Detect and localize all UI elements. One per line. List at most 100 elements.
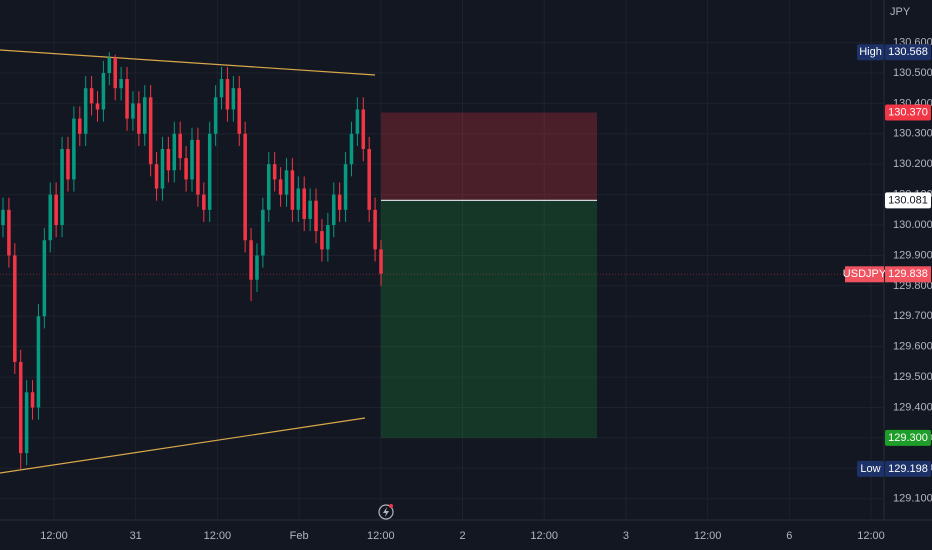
candle-body	[166, 149, 171, 171]
candle-body	[54, 194, 58, 226]
candle-body	[278, 179, 283, 195]
candle-body	[337, 194, 342, 210]
candle-body	[361, 109, 366, 150]
icon-bolt[interactable]	[383, 507, 389, 517]
currency-label: JPY	[890, 6, 911, 18]
replay-icon[interactable]	[378, 504, 394, 520]
y-tick-label: 129.700	[893, 310, 932, 322]
y-tick-label: 129.100	[893, 493, 932, 505]
high-marker-name: High	[859, 46, 882, 58]
candle-body	[48, 194, 53, 241]
y-tick-label: 130.000	[893, 219, 932, 231]
x-tick-label: 12:00	[40, 530, 68, 542]
candle-body	[83, 88, 88, 134]
icon-dot[interactable]	[389, 504, 393, 508]
candle-body	[196, 139, 200, 195]
y-tick-label: 129.600	[893, 341, 932, 353]
target-badge-bg	[885, 429, 931, 446]
candle-body	[137, 103, 141, 134]
high-marker-label: 130.568	[888, 46, 928, 58]
candle-body	[225, 79, 230, 110]
candle-body	[89, 88, 94, 104]
x-tick-label: 12:00	[857, 530, 885, 542]
candle-body	[190, 139, 194, 180]
candle-body	[308, 200, 312, 219]
stop-badge-bg	[885, 104, 931, 121]
x-tick-label: 2	[459, 530, 465, 542]
candle-body	[326, 225, 330, 250]
low-marker-name: Low	[860, 463, 880, 475]
x-tick-label: 3	[623, 530, 629, 542]
candle-body	[148, 97, 153, 165]
candle-body	[172, 133, 177, 171]
candle-body	[42, 240, 47, 317]
y-tick-label: 129.800	[893, 280, 932, 292]
time-axis: 12:00 31 12:00 Feb 12:00 2 12:00 3 12:00 6 12:00	[40, 530, 885, 542]
low-marker-name-bg	[857, 460, 884, 477]
candle-body	[290, 170, 295, 210]
y-tick-label: 130.200	[893, 158, 932, 170]
candle-body	[125, 79, 129, 119]
x-tick-label: Feb	[290, 530, 309, 542]
candle-body	[284, 170, 289, 195]
y-tick-label: 130.500	[893, 67, 932, 79]
candle-body	[255, 255, 259, 280]
candle-body	[160, 149, 165, 189]
candle-body	[95, 103, 100, 110]
candle-body	[373, 209, 377, 250]
price-axis: 129.100129.200129.300129.400129.500129.6…	[843, 36, 932, 504]
candle-body	[379, 249, 383, 274]
trend-line-lower	[0, 417, 366, 474]
candle-body	[367, 149, 371, 210]
low-marker-bg	[885, 460, 931, 477]
candle-body	[249, 240, 253, 280]
candle-body	[7, 209, 11, 256]
x-tick-label: 31	[130, 530, 142, 542]
candle-body	[272, 164, 277, 180]
candle-body	[66, 149, 70, 180]
x-tick-label: 12:00	[204, 530, 232, 542]
candle-body	[30, 392, 35, 408]
candle-body	[202, 194, 206, 210]
y-tick-label: 130.300	[893, 128, 932, 140]
entry-badge-bg	[885, 192, 931, 209]
symbol-name-bg	[845, 266, 884, 283]
candle-body	[267, 164, 271, 210]
entry-badge-label: 130.081	[888, 194, 928, 206]
icon-circle[interactable]	[378, 504, 394, 520]
y-tick-label: 129.900	[893, 249, 932, 261]
candle-body	[101, 72, 106, 110]
last-price-label: 129.838	[888, 268, 928, 280]
candle-body	[320, 231, 324, 250]
candle-body	[1, 209, 5, 226]
candle-body	[184, 158, 188, 180]
candle-body	[355, 109, 360, 134]
high-marker-name-bg	[857, 44, 884, 61]
candle-body	[349, 133, 354, 165]
candle-body	[296, 188, 301, 210]
low-marker-label: 129.198	[888, 463, 928, 475]
candle-body	[36, 316, 41, 408]
candle-body	[142, 97, 147, 134]
x-tick-label: 12:00	[367, 530, 395, 542]
candle-body	[314, 200, 318, 232]
symbol-name: USDJPY	[843, 268, 887, 280]
last-price-bg	[885, 266, 931, 283]
candle-body	[78, 118, 82, 134]
candle-body	[113, 57, 117, 89]
x-tick-label: 6	[786, 530, 792, 542]
candles	[1, 52, 383, 469]
grid	[0, 0, 884, 520]
stop-zone	[381, 112, 597, 201]
position-tool	[381, 112, 597, 438]
candle-body	[119, 79, 123, 89]
trend-line-upper	[0, 49, 376, 76]
y-tick-label: 129.400	[893, 401, 932, 413]
candle-body	[60, 149, 64, 226]
candle-body	[331, 194, 336, 226]
y-tick-label: 129.500	[893, 371, 932, 383]
candle-body	[302, 188, 306, 219]
